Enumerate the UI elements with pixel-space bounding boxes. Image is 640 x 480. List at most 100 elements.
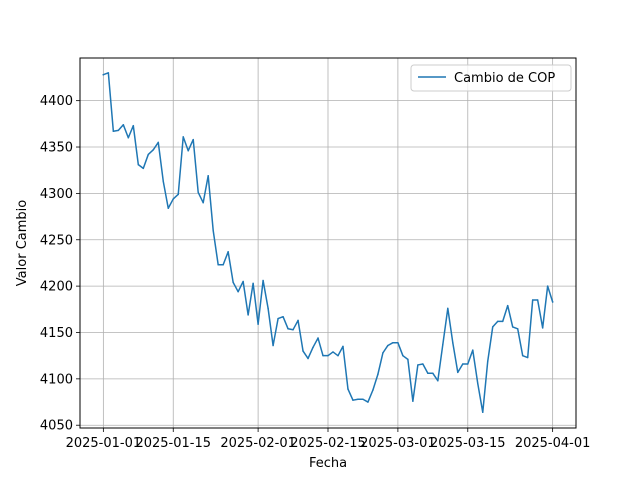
data-point xyxy=(332,351,334,353)
x-tick-label: 2025-03-01 xyxy=(360,436,436,451)
data-point xyxy=(212,229,214,232)
data-point xyxy=(347,388,349,390)
data-point xyxy=(402,354,404,357)
data-point xyxy=(526,356,529,359)
grid-layer xyxy=(80,58,576,428)
data-point xyxy=(322,354,324,357)
data-point xyxy=(491,326,494,328)
data-point xyxy=(107,72,110,74)
legend: Cambio de COP xyxy=(410,64,572,92)
data-point xyxy=(541,327,544,329)
data-point xyxy=(182,136,184,138)
data-point xyxy=(277,317,279,320)
data-point xyxy=(157,141,160,144)
data-point xyxy=(482,411,484,413)
x-tick-label: 2025-03-15 xyxy=(430,436,506,451)
data-point xyxy=(307,357,309,360)
data-point xyxy=(551,301,554,303)
y-tick-label: 4150 xyxy=(40,326,73,341)
data-point xyxy=(102,73,105,76)
data-point xyxy=(447,307,449,310)
data-point xyxy=(397,341,399,344)
legend-label: Cambio de COP xyxy=(454,71,555,86)
data-point xyxy=(546,285,549,287)
data-point xyxy=(472,349,474,351)
data-point xyxy=(282,315,284,318)
data-point xyxy=(327,354,329,357)
data-point xyxy=(192,138,194,141)
data-point xyxy=(377,373,379,375)
data-point xyxy=(162,180,165,183)
data-point xyxy=(511,326,514,328)
y-tick-label: 4200 xyxy=(40,280,73,295)
data-point xyxy=(437,379,439,382)
data-point xyxy=(287,328,289,330)
data-point xyxy=(132,124,135,127)
data-point xyxy=(177,193,179,196)
data-point xyxy=(392,341,394,344)
y-tick-label: 4350 xyxy=(40,141,73,156)
data-point xyxy=(501,320,504,323)
data-point xyxy=(117,129,120,132)
data-point xyxy=(432,372,434,375)
y-axis-label: Valor Cambio xyxy=(15,200,30,286)
data-point xyxy=(496,320,499,323)
y-tick-label: 4300 xyxy=(40,187,73,202)
data-point xyxy=(427,372,429,375)
y-tick-label: 4250 xyxy=(40,233,73,248)
data-point xyxy=(312,346,314,349)
x-axis-label: Fecha xyxy=(309,456,347,471)
data-point xyxy=(227,251,229,253)
data-point xyxy=(187,149,189,152)
data-point xyxy=(272,344,274,347)
series-layer xyxy=(102,72,554,413)
data-point xyxy=(521,354,524,357)
data-point xyxy=(412,400,414,402)
data-point xyxy=(172,198,174,200)
x-tick-label: 2025-01-15 xyxy=(135,436,211,451)
data-point xyxy=(382,352,384,354)
x-tick-label: 2025-02-15 xyxy=(290,436,366,451)
data-point xyxy=(147,153,150,156)
data-point xyxy=(242,280,244,283)
data-point xyxy=(337,354,339,357)
y-tick-label: 4400 xyxy=(40,94,73,109)
y-tick-label: 4100 xyxy=(40,372,73,387)
data-point xyxy=(167,207,170,209)
data-point xyxy=(317,337,319,339)
data-point xyxy=(142,167,145,170)
data-point xyxy=(152,149,155,151)
data-point xyxy=(232,281,234,284)
data-point xyxy=(197,191,199,194)
data-point xyxy=(536,299,539,301)
data-point xyxy=(262,279,264,282)
data-point xyxy=(531,299,534,301)
data-point xyxy=(407,358,409,361)
x-tick-label: 2025-02-01 xyxy=(220,436,296,451)
data-point xyxy=(302,350,304,352)
x-tick-label: 2025-01-01 xyxy=(66,436,142,451)
data-point xyxy=(122,124,125,126)
data-point xyxy=(127,137,130,139)
data-point xyxy=(202,201,204,204)
data-point xyxy=(442,343,444,346)
data-point xyxy=(462,363,464,365)
data-point xyxy=(516,328,519,330)
data-point xyxy=(247,314,249,316)
data-point xyxy=(257,323,259,325)
data-point xyxy=(237,290,239,293)
data-point xyxy=(417,364,419,366)
legend-box xyxy=(410,64,572,92)
data-point xyxy=(362,398,364,400)
data-point xyxy=(452,341,454,344)
data-point xyxy=(252,282,254,285)
data-point xyxy=(486,360,489,362)
data-point xyxy=(342,345,344,348)
data-point xyxy=(357,398,359,400)
data-point xyxy=(372,389,374,391)
data-point xyxy=(506,304,509,307)
data-point xyxy=(367,401,369,403)
data-point xyxy=(477,382,479,385)
data-point xyxy=(467,363,469,365)
